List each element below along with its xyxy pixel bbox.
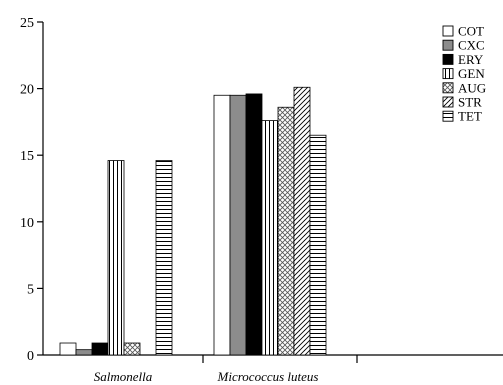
bar-cxc-salmonella	[75, 349, 93, 356]
legend-swatch-str	[442, 96, 454, 108]
bar-aug-salmonella	[123, 342, 141, 356]
legend-swatch-tet	[442, 110, 454, 122]
legend-swatch-cxc	[442, 39, 454, 51]
legend-label-aug: AUG	[458, 80, 486, 95]
bar-gen-salmonella	[107, 160, 125, 356]
bar-ery-micrococcus-luteus	[245, 93, 263, 356]
legend-label-gen: GEN	[458, 66, 485, 81]
category-labels: Salmonella Micrococcus luteus	[94, 369, 319, 384]
bar-cot-salmonella	[59, 342, 77, 356]
bar-aug-micrococcus-luteus	[277, 106, 295, 356]
y-tick-label: 15	[20, 149, 34, 164]
legend-label-cxc: CXC	[458, 38, 485, 53]
legend-swatch-cot	[442, 25, 454, 37]
bar-gen-micrococcus-luteus	[261, 120, 279, 356]
bar-ery-salmonella	[91, 342, 109, 356]
bar-cot-micrococcus-luteus	[213, 94, 231, 356]
legend-label-cot: COT	[458, 24, 484, 39]
category-label: Salmonella	[94, 369, 153, 384]
bar-str-micrococcus-luteus	[293, 86, 311, 356]
legend-swatch-ery	[442, 53, 454, 65]
y-tick-label: 0	[27, 349, 34, 364]
y-tick-label: 10	[20, 216, 34, 231]
bars	[59, 86, 327, 356]
y-tick-label: 5	[27, 282, 34, 297]
y-ticks: 0 5 10 15 20 25	[20, 16, 43, 364]
bar-tet-salmonella	[155, 160, 173, 356]
legend-label-tet: TET	[458, 109, 482, 124]
legend-swatch-aug	[442, 82, 454, 94]
bar-tet-micrococcus-luteus	[309, 134, 327, 356]
legend-label-ery: ERY	[458, 52, 484, 67]
y-tick-label: 25	[20, 16, 34, 31]
bar-cxc-micrococcus-luteus	[229, 94, 247, 356]
category-label: Micrococcus luteus	[217, 369, 319, 384]
y-tick-label: 20	[20, 83, 34, 98]
legend-swatch-gen	[442, 68, 454, 80]
legend-label-str: STR	[458, 95, 482, 110]
